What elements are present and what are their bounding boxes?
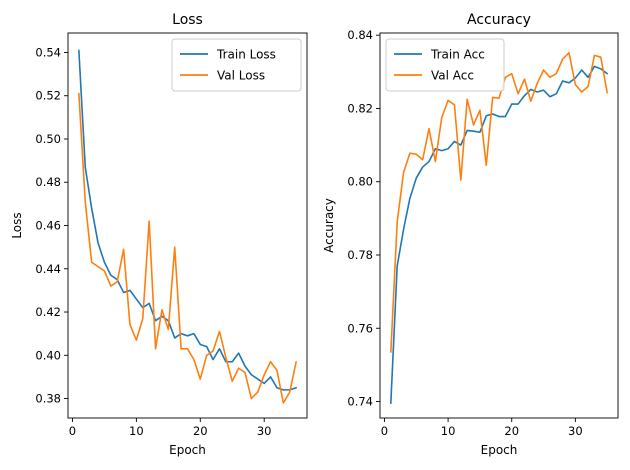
y-axis-label: Accuracy <box>322 198 336 253</box>
y-tick-label: 0.82 <box>347 101 373 115</box>
y-tick-label: 0.76 <box>347 321 373 335</box>
y-tick-label: 0.50 <box>35 132 61 146</box>
x-axis-label: Epoch <box>481 443 518 457</box>
y-tick-label: 0.84 <box>347 28 373 42</box>
x-tick-label: 10 <box>129 424 144 438</box>
chart-1: 0 10 20 30 0.74 0.76 0.78 0.80 0.82 0.84 Accuracy E… <box>322 12 619 457</box>
x-tick-label: 20 <box>193 424 208 438</box>
legend: Train Acc Val Acc <box>385 38 505 92</box>
legend: Train Loss Val Loss <box>171 38 302 92</box>
legend-label: Val Loss <box>217 69 265 83</box>
x-axis-label: Epoch <box>169 443 206 457</box>
y-axis-label: Loss <box>10 212 24 238</box>
x-tick-label: 0 <box>381 424 388 438</box>
series-line-1 <box>390 51 608 353</box>
series-line-0 <box>390 65 608 405</box>
legend-label: Train Acc <box>430 48 485 62</box>
y-tick-label: 0.40 <box>35 348 61 362</box>
y-tick-label: 0.42 <box>35 305 61 319</box>
y-tick-label: 0.48 <box>35 175 61 189</box>
y-tick-label: 0.44 <box>35 262 61 276</box>
y-tick-label: 0.80 <box>347 175 373 189</box>
y-tick-label: 0.38 <box>35 392 61 406</box>
y-tick-label: 0.74 <box>347 395 373 409</box>
y-tick-label: 0.78 <box>347 248 373 262</box>
x-tick-label: 20 <box>504 424 519 438</box>
x-tick-label: 0 <box>69 424 76 438</box>
x-tick-label: 30 <box>257 424 272 438</box>
y-tick-label: 0.52 <box>35 89 61 103</box>
x-tick-label: 30 <box>568 424 583 438</box>
legend-label: Val Acc <box>431 69 474 83</box>
chart-title: Loss <box>172 12 203 28</box>
series-line-1 <box>78 92 297 404</box>
legend-label: Train Loss <box>216 48 276 62</box>
y-tick-label: 0.54 <box>35 45 61 59</box>
legend-box <box>171 38 302 92</box>
axes-frame <box>379 32 619 419</box>
chart-0: 0 10 20 30 0.38 0.40 0.42 0.44 0.46 0.48 0.50 0.52 0… <box>10 12 308 457</box>
legend-box <box>385 38 505 92</box>
x-tick-label: 10 <box>441 424 456 438</box>
y-tick-label: 0.46 <box>35 219 61 233</box>
series-line-0 <box>78 49 297 391</box>
chart-title: Accuracy <box>467 12 531 28</box>
